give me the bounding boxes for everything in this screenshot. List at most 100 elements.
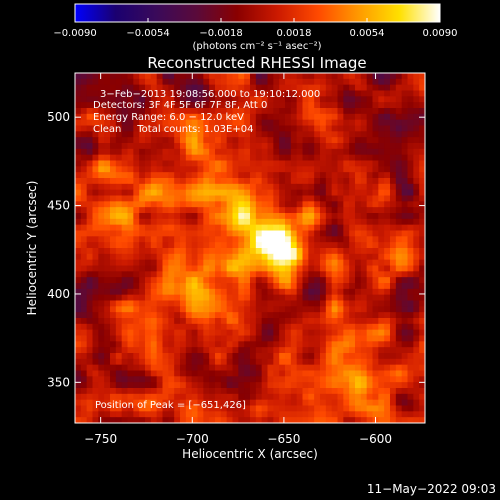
heatmap-cell [407, 271, 414, 278]
heatmap-cell [197, 154, 204, 161]
heatmap-cell [419, 417, 426, 424]
heatmap-cell [390, 90, 397, 97]
heatmap-cell [261, 283, 268, 290]
heatmap-cell [162, 323, 169, 331]
heatmap-cell [372, 364, 379, 371]
heatmap-cell [115, 300, 123, 307]
heatmap-cell [290, 271, 298, 278]
heatmap-cell [395, 358, 403, 366]
heatmap-cell [320, 312, 327, 319]
heatmap-cell [162, 364, 169, 371]
heatmap-cell [232, 370, 239, 377]
heatmap-cell [168, 417, 175, 424]
heatmap-cell [267, 253, 274, 261]
heatmap-cell [220, 300, 228, 307]
heatmap-cell [115, 283, 123, 290]
heatmap-cell [75, 358, 82, 366]
heatmap-cell [261, 236, 268, 243]
heatmap-cell [360, 213, 368, 220]
heatmap-cell [343, 224, 350, 231]
heatmap-cell [419, 300, 426, 307]
heatmap-cell [302, 213, 309, 220]
heatmap-cell [349, 218, 356, 226]
heatmap-cell [331, 405, 338, 412]
heatmap-cell [308, 388, 315, 395]
heatmap-cell [360, 108, 368, 115]
heatmap-cell [273, 288, 280, 296]
heatmap-cell [314, 405, 321, 412]
heatmap-cell [215, 329, 222, 336]
heatmap-cell [372, 230, 379, 237]
colorbar-tick-label: 0.0018 [277, 28, 312, 39]
heatmap-cell [355, 288, 362, 296]
heatmap-cell [250, 96, 257, 103]
heatmap-cell [215, 382, 222, 389]
heatmap-cell [302, 172, 309, 179]
heatmap-cell [378, 405, 385, 412]
heatmap-cell [419, 353, 426, 360]
heatmap-cell [215, 236, 222, 243]
heatmap-cell [197, 78, 204, 86]
heatmap-cell [419, 102, 426, 109]
heatmap-cell [104, 283, 111, 290]
heatmap-cell [407, 236, 414, 243]
heatmap-cell [372, 253, 379, 261]
heatmap-cell [250, 84, 257, 91]
heatmap-cell [121, 160, 128, 167]
heatmap-cell [372, 108, 379, 115]
heatmap-cell [384, 201, 391, 208]
heatmap-cell [273, 312, 280, 319]
heatmap-cell [419, 259, 426, 266]
heatmap-cell [156, 323, 163, 331]
heatmap-cell [355, 341, 362, 348]
heatmap-cell [250, 90, 257, 97]
heatmap-cell [401, 148, 408, 156]
heatmap-cell [133, 335, 140, 342]
heatmap-cell [86, 160, 93, 167]
heatmap-cell [360, 78, 368, 86]
heatmap-cell [180, 137, 187, 144]
heatmap-cell [92, 341, 99, 348]
heatmap-cell [220, 113, 228, 121]
chart-title: Reconstructed RHESSI Image [147, 54, 366, 72]
heatmap-cell [314, 341, 321, 348]
heatmap-cell [261, 323, 268, 331]
heatmap-cell [180, 341, 187, 348]
heatmap-cell [168, 259, 175, 266]
heatmap-cell [127, 253, 134, 261]
heatmap-cell [419, 265, 426, 272]
heatmap-cell [279, 189, 286, 196]
heatmap-cell [349, 283, 356, 290]
heatmap-cell [110, 399, 117, 406]
heatmap-cell [314, 143, 321, 150]
heatmap-cell [92, 329, 99, 336]
heatmap-cell [261, 213, 268, 220]
heatmap-cell [226, 207, 233, 214]
heatmap-cell [366, 300, 373, 307]
heatmap-cell [244, 195, 251, 202]
heatmap-cell [384, 382, 391, 389]
heatmap-cell [121, 364, 128, 371]
heatmap-cell [366, 172, 373, 179]
heatmap-cell [203, 137, 210, 144]
heatmap-cell [121, 78, 128, 86]
heatmap-cell [290, 277, 298, 284]
heatmap-cell [285, 364, 292, 371]
heatmap-cell [145, 73, 152, 80]
heatmap-cell [378, 277, 385, 284]
heatmap-cell [407, 370, 414, 377]
heatmap-cell [215, 125, 222, 132]
heatmap-cell [232, 178, 239, 185]
y-tick-label: 500 [47, 110, 70, 124]
heatmap-cell [308, 172, 315, 179]
heatmap-cell [127, 166, 134, 173]
heatmap-cell [180, 119, 187, 126]
heatmap-cell [127, 143, 134, 150]
heatmap-cell [267, 248, 274, 255]
heatmap-cell [320, 183, 327, 191]
heatmap-cell [75, 137, 82, 144]
heatmap-cell [390, 143, 397, 150]
heatmap-cell [115, 382, 123, 389]
heatmap-cell [185, 347, 193, 354]
heatmap-cell [98, 318, 105, 325]
